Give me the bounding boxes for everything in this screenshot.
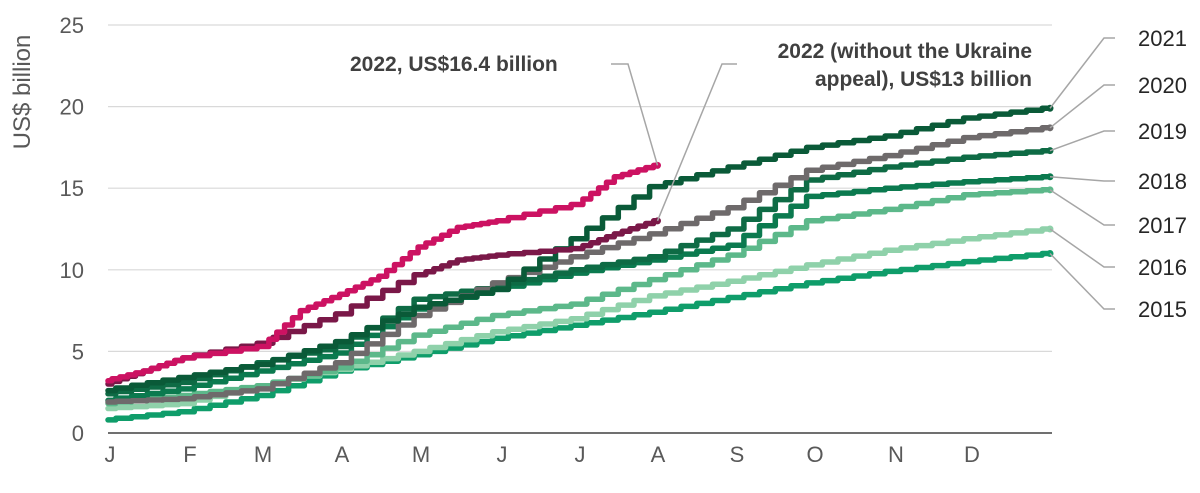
series-label-2016: 2016 (1138, 255, 1187, 280)
series-line-6 (105, 105, 1053, 394)
x-tick-label: A (335, 442, 350, 467)
leader-line (1049, 189, 1115, 226)
leader-line (611, 63, 659, 166)
leader-line (1049, 176, 1115, 182)
x-tick-label: A (651, 442, 666, 467)
leader-line (656, 63, 737, 222)
y-tick-label: 20 (60, 95, 84, 120)
y-tick-label: 15 (60, 176, 84, 201)
leader-line (1049, 37, 1115, 109)
leader-line (1049, 84, 1115, 129)
x-tick-label: J (575, 442, 586, 467)
label-leader-lines (611, 37, 1115, 310)
leader-line (1049, 130, 1115, 152)
y-axis-ticks: 0 5 10 15 20 25 (60, 13, 84, 446)
annotation-2022-without-ukraine-line2: appeal), US$13 billion (815, 68, 1032, 91)
x-tick-label: F (183, 442, 196, 467)
y-tick-label: 10 (60, 258, 84, 283)
series-label-2020: 2020 (1138, 73, 1187, 98)
x-tick-label: J (105, 442, 116, 467)
y-tick-label: 5 (72, 339, 84, 364)
series-line-0 (105, 250, 1053, 423)
x-tick-label: J (497, 442, 508, 467)
series-line-2 (105, 187, 1053, 407)
series-lines (105, 104, 1054, 423)
annotation-2022-without-ukraine-line1: 2022 (without the Ukraine (778, 40, 1032, 63)
x-tick-label: O (806, 442, 823, 467)
series-end-labels: 2021 2020 2019 2018 2017 2016 2015 (1138, 26, 1187, 322)
series-label-2017: 2017 (1138, 213, 1187, 238)
y-axis-label: US$ billion (9, 35, 36, 150)
series-label-2019: 2019 (1138, 119, 1187, 144)
x-tick-label: D (964, 442, 980, 467)
leader-line (1049, 228, 1115, 268)
series-label-2015: 2015 (1138, 297, 1187, 322)
leader-line (1049, 252, 1115, 310)
annotation-2022-total: 2022, US$16.4 billion (350, 53, 558, 76)
series-line-5 (105, 125, 1053, 405)
series-line-3 (105, 174, 1053, 404)
series-label-2021: 2021 (1138, 26, 1187, 51)
x-tick-label: N (888, 442, 904, 467)
series-label-2018: 2018 (1138, 169, 1187, 194)
x-tick-label: S (730, 442, 745, 467)
series-line-8 (105, 162, 661, 384)
y-tick-label: 25 (60, 13, 84, 38)
x-tick-label: M (254, 442, 272, 467)
x-tick-label: M (412, 442, 430, 467)
y-tick-label: 0 (72, 421, 84, 446)
